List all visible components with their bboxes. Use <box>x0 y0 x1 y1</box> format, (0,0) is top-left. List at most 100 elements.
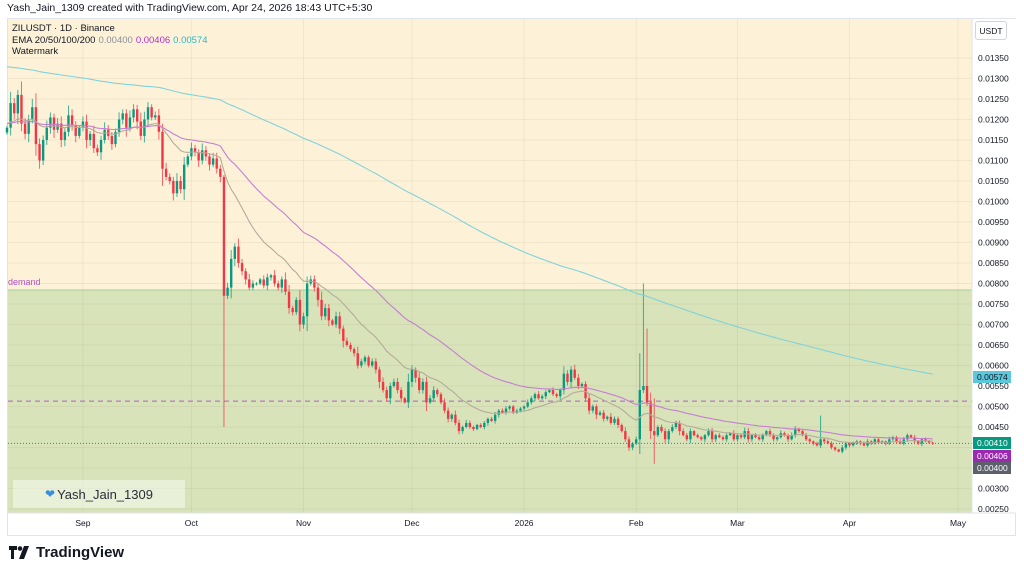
candle-body[interactable] <box>432 390 435 399</box>
candle-body[interactable] <box>27 119 30 134</box>
candle-body[interactable] <box>866 441 869 446</box>
candle-body[interactable] <box>49 117 52 128</box>
candle-body[interactable] <box>378 369 381 382</box>
tradingview-logo[interactable]: TradingView <box>9 544 124 561</box>
candle-body[interactable] <box>418 377 421 391</box>
candle-body[interactable] <box>233 246 237 259</box>
candle-body[interactable] <box>342 328 345 341</box>
candle-body[interactable] <box>9 103 12 128</box>
candle-body[interactable] <box>403 398 406 403</box>
candle-body[interactable] <box>736 435 739 440</box>
candle-body[interactable] <box>280 279 284 288</box>
candle-body[interactable] <box>917 441 920 444</box>
candle-body[interactable] <box>602 412 605 419</box>
candle-body[interactable] <box>573 369 576 378</box>
candle-body[interactable] <box>175 181 179 194</box>
candle-body[interactable] <box>139 121 142 136</box>
candle-body[interactable] <box>906 435 909 440</box>
candle-body[interactable] <box>164 168 168 177</box>
candle-body[interactable] <box>504 408 508 413</box>
candle-body[interactable] <box>757 437 761 440</box>
candle-body[interactable] <box>710 431 714 440</box>
candle-body[interactable] <box>179 181 182 190</box>
candle-body[interactable] <box>580 383 584 386</box>
candle-body[interactable] <box>512 406 515 413</box>
candle-body[interactable] <box>34 107 38 145</box>
candle-body[interactable] <box>616 418 620 425</box>
candle-body[interactable] <box>389 386 392 399</box>
candle-body[interactable] <box>81 121 85 128</box>
candle-body[interactable] <box>262 279 265 286</box>
candle-body[interactable] <box>110 135 114 145</box>
candle-body[interactable] <box>421 381 425 391</box>
candle-body[interactable] <box>385 390 388 399</box>
candle-body[interactable] <box>31 107 34 120</box>
candle-body[interactable] <box>374 361 378 370</box>
candle-body[interactable] <box>909 435 913 438</box>
candle-body[interactable] <box>52 117 56 130</box>
candle-body[interactable] <box>182 164 186 190</box>
candle-body[interactable] <box>663 431 667 440</box>
candle-body[interactable] <box>20 94 23 124</box>
candle-body[interactable] <box>121 113 124 120</box>
candle-body[interactable] <box>595 406 598 415</box>
candle-body[interactable] <box>352 349 356 354</box>
candle-body[interactable] <box>410 369 414 382</box>
candle-body[interactable] <box>598 412 602 415</box>
candle-body[interactable] <box>862 443 866 446</box>
candle-body[interactable] <box>551 390 555 395</box>
candle-body[interactable] <box>41 140 45 161</box>
candle-body[interactable] <box>371 361 374 366</box>
candle-body[interactable] <box>660 427 663 432</box>
candle-body[interactable] <box>486 418 490 423</box>
candle-body[interactable] <box>522 406 526 409</box>
candle-body[interactable] <box>653 431 656 436</box>
candle-body[interactable] <box>172 181 175 194</box>
candle-body[interactable] <box>493 414 497 421</box>
candle-body[interactable] <box>815 443 819 446</box>
candle-body[interactable] <box>747 431 750 440</box>
candle-body[interactable] <box>56 123 59 130</box>
candle-body[interactable] <box>526 402 529 407</box>
candle-body[interactable] <box>23 123 27 134</box>
candle-body[interactable] <box>465 422 468 427</box>
candle-body[interactable] <box>642 386 645 391</box>
candle-body[interactable] <box>848 443 851 446</box>
candle-body[interactable] <box>78 127 81 136</box>
candle-body[interactable] <box>540 396 544 399</box>
candle-body[interactable] <box>208 156 211 165</box>
candle-body[interactable] <box>197 152 200 161</box>
candle-body[interactable] <box>349 345 352 350</box>
candle-body[interactable] <box>888 439 891 444</box>
candle-body[interactable] <box>114 131 117 145</box>
candle-body[interactable] <box>135 109 139 122</box>
candle-body[interactable] <box>689 431 692 440</box>
candle-body[interactable] <box>251 283 255 288</box>
candle-body[interactable] <box>624 431 627 440</box>
candle-body[interactable] <box>729 433 732 436</box>
candle-body[interactable] <box>678 422 681 432</box>
candle-body[interactable] <box>913 437 916 442</box>
candle-body[interactable] <box>537 394 540 399</box>
candle-body[interactable] <box>266 277 269 286</box>
candle-body[interactable] <box>877 439 880 443</box>
candle-body[interactable] <box>475 424 479 430</box>
candle-body[interactable] <box>74 125 77 136</box>
candle-body[interactable] <box>324 308 327 317</box>
symbol-info[interactable]: ZILUSDT · 1D · Binance <box>12 23 115 34</box>
candle-body[interactable] <box>837 449 840 452</box>
candle-body[interactable] <box>718 435 721 438</box>
candle-body[interactable] <box>92 133 95 149</box>
candle-body[interactable] <box>667 431 670 440</box>
candle-body[interactable] <box>425 381 428 403</box>
candle-body[interactable] <box>439 394 443 403</box>
candle-body[interactable] <box>117 119 121 132</box>
candle-body[interactable] <box>338 316 341 329</box>
candle-body[interactable] <box>356 353 359 366</box>
candle-body[interactable] <box>88 133 92 140</box>
candle-body[interactable] <box>291 308 294 313</box>
candle-body[interactable] <box>797 429 801 432</box>
candle-body[interactable] <box>472 427 475 430</box>
candle-body[interactable] <box>587 398 591 411</box>
candle-body[interactable] <box>490 418 493 421</box>
